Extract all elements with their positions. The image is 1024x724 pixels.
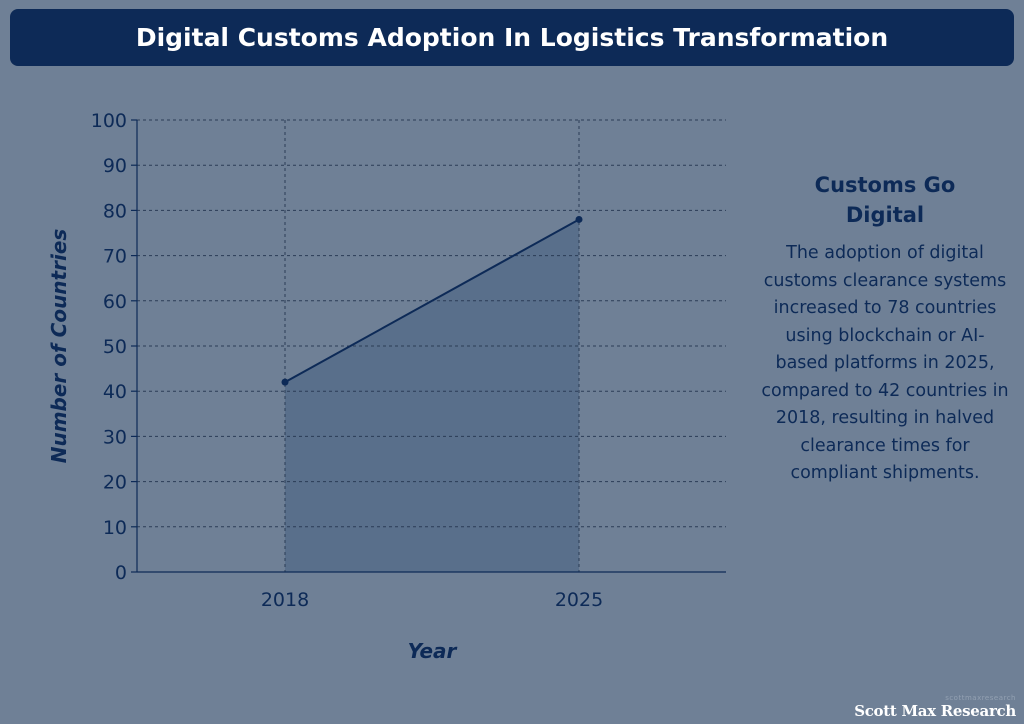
x-axis-title: Year xyxy=(408,639,458,663)
title-bar: Digital Customs Adoption In Logistics Tr… xyxy=(10,9,1014,66)
x-tick-label: 2025 xyxy=(555,589,603,611)
y-tick-label: 30 xyxy=(103,426,127,448)
area-fill xyxy=(285,219,579,572)
y-tick-label: 20 xyxy=(103,472,127,494)
brand-logo: Scott Max Research xyxy=(854,702,1016,720)
y-tick-label: 50 xyxy=(103,336,127,358)
y-axis-title: Number of Countries xyxy=(47,229,71,464)
data-point xyxy=(575,215,583,223)
brand-url: scottmaxresearch xyxy=(945,694,1016,702)
y-tick-label: 10 xyxy=(103,517,127,539)
chart-title: Digital Customs Adoption In Logistics Tr… xyxy=(135,23,889,52)
y-tick-label: 0 xyxy=(115,562,127,584)
y-tick-label: 60 xyxy=(103,291,127,313)
y-tick-label: 40 xyxy=(103,381,127,403)
brand: scottmaxresearch Scott Max Research xyxy=(854,694,1016,720)
sidebar-title: Customs Go Digital xyxy=(814,173,956,227)
data-point xyxy=(281,378,289,386)
series-line xyxy=(284,218,580,384)
y-tick-label: 100 xyxy=(91,110,127,132)
y-tick-label: 90 xyxy=(103,155,127,177)
y-tick-label: 80 xyxy=(103,200,127,222)
y-tick-label: 70 xyxy=(103,246,127,268)
sidebar-body: The adoption of digital customs clearanc… xyxy=(761,243,1009,483)
x-tick-label: 2018 xyxy=(261,589,309,611)
sidebar-panel: Customs Go Digital The adoption of digit… xyxy=(760,170,1010,488)
